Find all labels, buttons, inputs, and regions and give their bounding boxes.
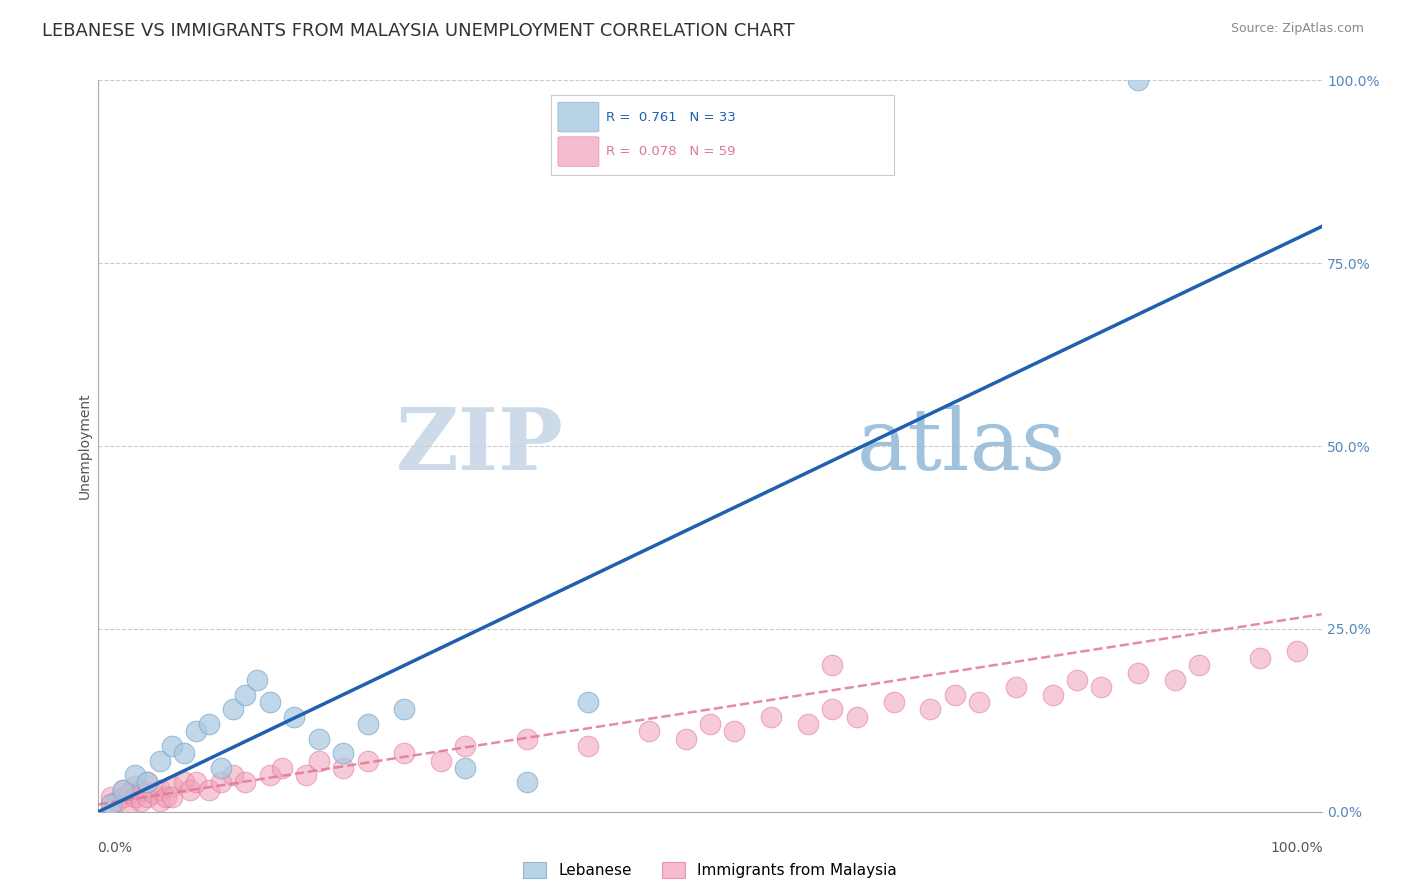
Point bbox=[233, 688, 256, 702]
Point bbox=[761, 709, 783, 723]
Point bbox=[118, 787, 141, 801]
Point bbox=[516, 775, 538, 789]
Point bbox=[100, 797, 122, 812]
Text: ZIP: ZIP bbox=[395, 404, 564, 488]
Point bbox=[259, 768, 281, 782]
Point bbox=[129, 794, 152, 808]
Point bbox=[454, 761, 477, 775]
Point bbox=[173, 746, 195, 760]
Point bbox=[1042, 688, 1064, 702]
Point bbox=[259, 695, 281, 709]
Point bbox=[111, 782, 134, 797]
Point bbox=[124, 790, 146, 805]
Point bbox=[1066, 673, 1088, 687]
Point bbox=[100, 790, 122, 805]
Point bbox=[454, 739, 477, 753]
Point bbox=[967, 695, 990, 709]
Point bbox=[118, 797, 141, 812]
Point bbox=[136, 775, 159, 789]
Point bbox=[222, 768, 245, 782]
Text: Source: ZipAtlas.com: Source: ZipAtlas.com bbox=[1230, 22, 1364, 36]
Point bbox=[283, 709, 305, 723]
Point bbox=[1090, 681, 1112, 695]
Point bbox=[821, 658, 844, 673]
Point bbox=[332, 761, 354, 775]
Point bbox=[883, 695, 905, 709]
Point bbox=[149, 754, 172, 768]
Point bbox=[105, 794, 128, 808]
Point bbox=[1250, 651, 1272, 665]
Point bbox=[100, 797, 122, 812]
Point bbox=[821, 702, 844, 716]
Point bbox=[186, 724, 208, 739]
Point bbox=[430, 754, 453, 768]
Point bbox=[699, 717, 721, 731]
Point bbox=[576, 739, 599, 753]
Legend: Lebanese, Immigrants from Malaysia: Lebanese, Immigrants from Malaysia bbox=[517, 856, 903, 885]
Point bbox=[845, 709, 868, 723]
Point bbox=[943, 688, 966, 702]
Point bbox=[295, 768, 318, 782]
Text: atlas: atlas bbox=[856, 404, 1066, 488]
Point bbox=[209, 761, 232, 775]
Point bbox=[149, 782, 172, 797]
Point bbox=[142, 787, 165, 801]
Point bbox=[149, 794, 172, 808]
Point bbox=[222, 702, 245, 716]
Point bbox=[155, 790, 177, 805]
Point bbox=[920, 702, 942, 716]
Text: 100.0%: 100.0% bbox=[1270, 841, 1323, 855]
Point bbox=[160, 739, 183, 753]
Text: LEBANESE VS IMMIGRANTS FROM MALAYSIA UNEMPLOYMENT CORRELATION CHART: LEBANESE VS IMMIGRANTS FROM MALAYSIA UNE… bbox=[42, 22, 794, 40]
Text: 0.0%: 0.0% bbox=[97, 841, 132, 855]
Point bbox=[124, 779, 146, 793]
Point bbox=[136, 790, 159, 805]
Point bbox=[308, 731, 330, 746]
Point bbox=[197, 782, 219, 797]
Point bbox=[111, 790, 134, 805]
Point bbox=[197, 717, 219, 731]
Point bbox=[723, 724, 745, 739]
Point bbox=[246, 673, 269, 687]
Point bbox=[173, 775, 195, 789]
Point bbox=[233, 775, 256, 789]
Point bbox=[1128, 73, 1150, 87]
Point bbox=[356, 754, 378, 768]
Point bbox=[209, 775, 232, 789]
Point bbox=[308, 754, 330, 768]
Point bbox=[576, 695, 599, 709]
Point bbox=[1128, 665, 1150, 680]
Point bbox=[124, 768, 146, 782]
Point bbox=[392, 702, 416, 716]
Point bbox=[179, 782, 201, 797]
Point bbox=[392, 746, 416, 760]
Point bbox=[356, 717, 378, 731]
Point bbox=[270, 761, 294, 775]
Y-axis label: Unemployment: Unemployment bbox=[77, 392, 91, 500]
Point bbox=[516, 731, 538, 746]
Point bbox=[136, 775, 159, 789]
Point bbox=[186, 775, 208, 789]
Point bbox=[160, 779, 183, 793]
Point bbox=[332, 746, 354, 760]
Point bbox=[1164, 673, 1187, 687]
Point bbox=[129, 782, 152, 797]
Point bbox=[1286, 644, 1309, 658]
Point bbox=[160, 790, 183, 805]
Point bbox=[111, 782, 134, 797]
Point bbox=[1004, 681, 1026, 695]
Point bbox=[638, 724, 661, 739]
Point bbox=[1188, 658, 1211, 673]
Point bbox=[797, 717, 820, 731]
Point bbox=[675, 731, 697, 746]
